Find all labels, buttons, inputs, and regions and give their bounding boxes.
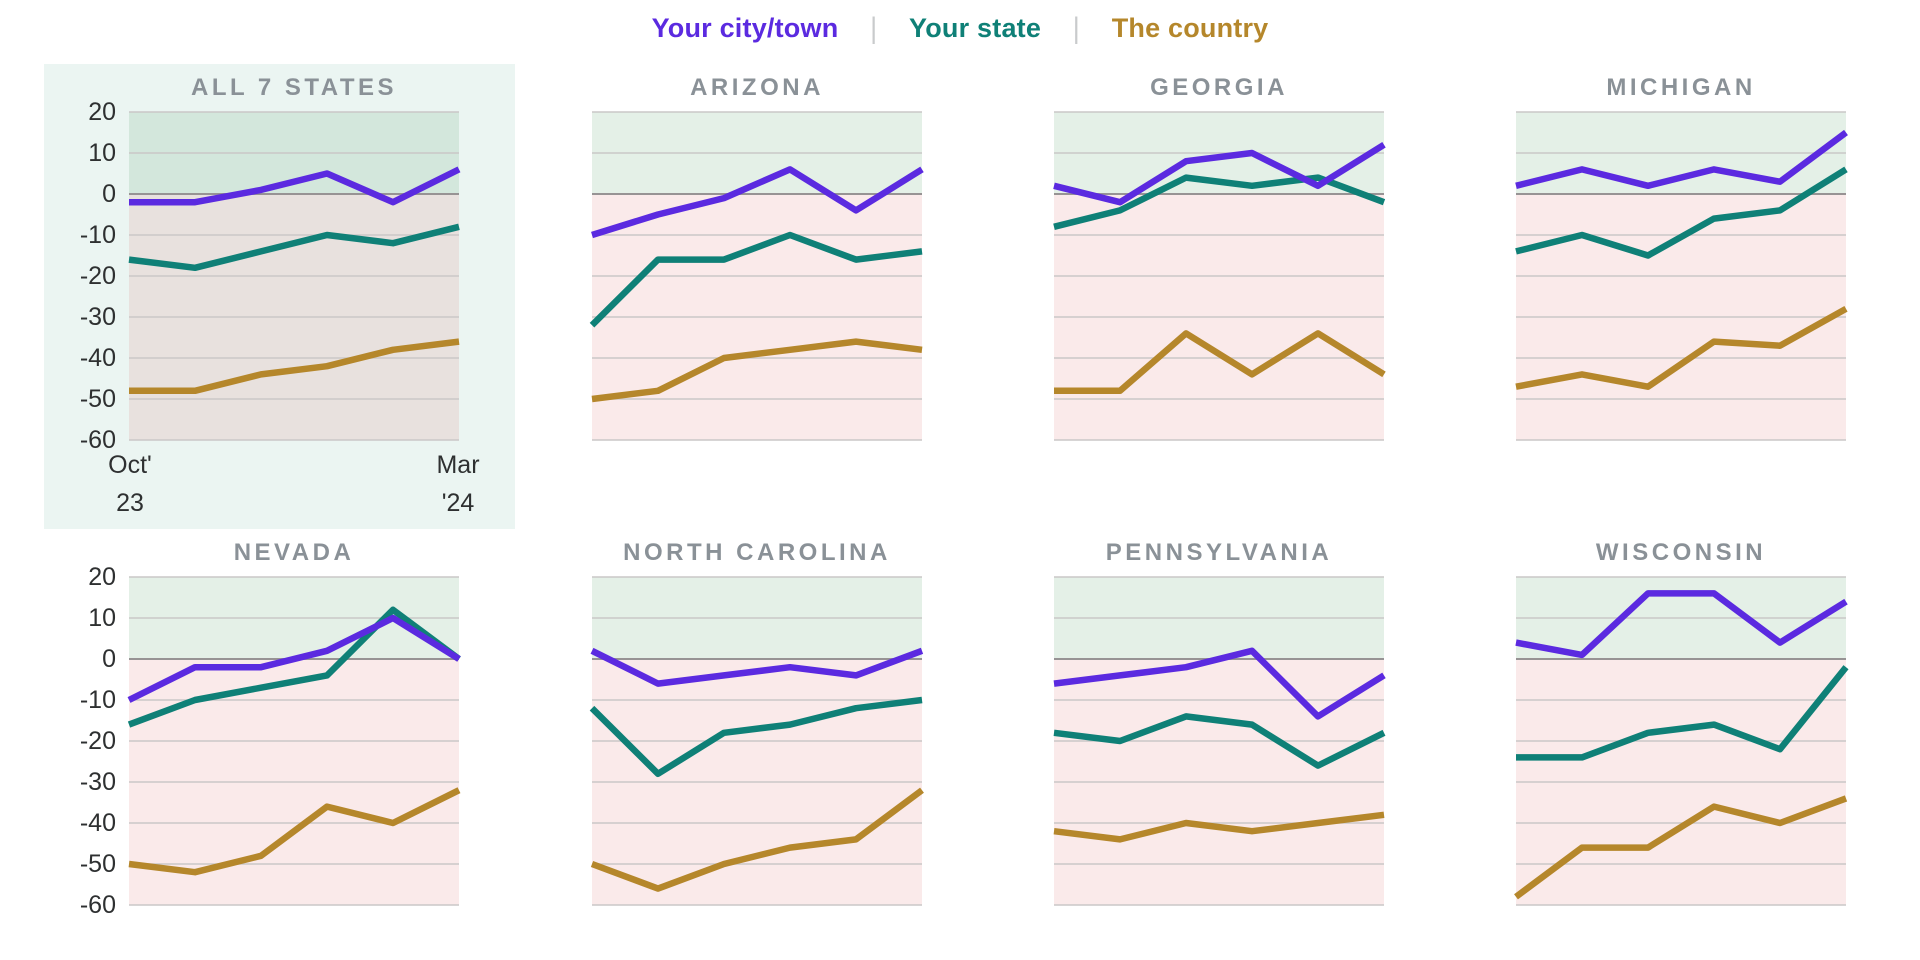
line-your-state bbox=[1516, 665, 1849, 761]
line-the-country bbox=[129, 338, 460, 395]
line-your-city-town bbox=[127, 614, 461, 703]
line-your-state bbox=[589, 696, 923, 778]
line-your-city-town bbox=[590, 647, 924, 687]
legend-item-your-city-town: Your city/town bbox=[651, 13, 839, 43]
line-your-city-town bbox=[1515, 590, 1848, 659]
chart-title-north-carolina: NORTH CAROLINA bbox=[623, 539, 891, 566]
y-axis-tick-row2--50: -50 bbox=[79, 850, 116, 878]
line-your-state bbox=[1053, 713, 1386, 769]
y-axis-tick-row2--20: -20 bbox=[79, 727, 116, 755]
line-the-country bbox=[1514, 795, 1848, 900]
x-axis-label-start-line1: Oct' bbox=[108, 451, 152, 479]
chart-arizona bbox=[589, 111, 924, 441]
line-your-city-town bbox=[591, 166, 924, 239]
y-axis-tick-row1--20: -20 bbox=[79, 262, 116, 290]
chart-title-georgia: GEORGIA bbox=[1150, 74, 1288, 101]
chart-north-carolina bbox=[589, 576, 924, 906]
line-the-country bbox=[590, 787, 924, 892]
chart-nevada bbox=[127, 576, 461, 906]
legend-divider: | bbox=[1072, 11, 1080, 45]
line-your-city-town bbox=[1515, 129, 1848, 190]
line-the-country bbox=[128, 787, 461, 876]
line-your-state bbox=[127, 606, 461, 728]
x-axis-label-start-line2: 23 bbox=[116, 489, 144, 517]
chart-pennsylvania bbox=[1053, 576, 1386, 906]
y-axis-tick-row1-20: 20 bbox=[88, 98, 116, 126]
y-axis-tick-row2--60: -60 bbox=[79, 891, 116, 919]
y-axis-tick-row1--30: -30 bbox=[79, 303, 116, 331]
chart-wisconsin bbox=[1514, 576, 1849, 906]
y-axis-tick-row2-20: 20 bbox=[88, 563, 116, 591]
chart-legend: Your city/town | Your state | The countr… bbox=[0, 11, 1920, 45]
chart-title-all-7-states: ALL 7 STATES bbox=[190, 74, 397, 101]
line-your-state bbox=[1515, 166, 1848, 259]
line-your-state bbox=[589, 231, 923, 328]
line-your-city-town bbox=[1053, 142, 1386, 206]
legend-item-your-state: Your state bbox=[909, 13, 1042, 43]
x-axis-label-end-line2: '24 bbox=[441, 489, 475, 517]
y-axis-tick-row2-0: 0 bbox=[102, 645, 116, 673]
line-your-state bbox=[128, 223, 460, 272]
chart-all-7-states bbox=[128, 111, 461, 441]
line-the-country bbox=[1053, 811, 1385, 843]
y-axis-tick-row2--40: -40 bbox=[79, 809, 116, 837]
chart-title-pennsylvania: PENNSYLVANIA bbox=[1105, 539, 1333, 566]
y-axis-tick-row1--60: -60 bbox=[79, 426, 116, 454]
highlight-panel-all-7-states bbox=[44, 64, 515, 529]
line-the-country bbox=[1515, 305, 1848, 390]
chart-title-michigan: MICHIGAN bbox=[1606, 74, 1756, 101]
y-axis-tick-row2--10: -10 bbox=[79, 686, 116, 714]
y-axis-tick-row1-10: 10 bbox=[88, 139, 116, 167]
y-axis-tick-row1--40: -40 bbox=[79, 344, 116, 372]
y-axis-tick-row2-10: 10 bbox=[88, 604, 116, 632]
y-axis-tick-row1-0: 0 bbox=[102, 180, 116, 208]
x-axis-label-end-line1: Mar bbox=[436, 451, 480, 479]
legend-divider: | bbox=[870, 11, 878, 45]
chart-title-nevada: NEVADA bbox=[233, 539, 355, 566]
chart-title-wisconsin: WISCONSIN bbox=[1595, 539, 1767, 566]
line-your-city-town bbox=[1053, 647, 1386, 720]
chart-title-arizona: ARIZONA bbox=[690, 74, 824, 101]
line-your-city-town bbox=[129, 166, 461, 206]
line-the-country bbox=[1054, 330, 1386, 395]
y-axis-tick-row2--30: -30 bbox=[79, 768, 116, 796]
chart-georgia bbox=[1053, 111, 1386, 441]
y-axis-tick-row1--50: -50 bbox=[79, 385, 116, 413]
legend-item-the-country: The country bbox=[1111, 13, 1269, 43]
chart-michigan bbox=[1515, 111, 1848, 441]
y-axis-tick-row1--10: -10 bbox=[79, 221, 116, 249]
line-the-country bbox=[591, 338, 923, 403]
